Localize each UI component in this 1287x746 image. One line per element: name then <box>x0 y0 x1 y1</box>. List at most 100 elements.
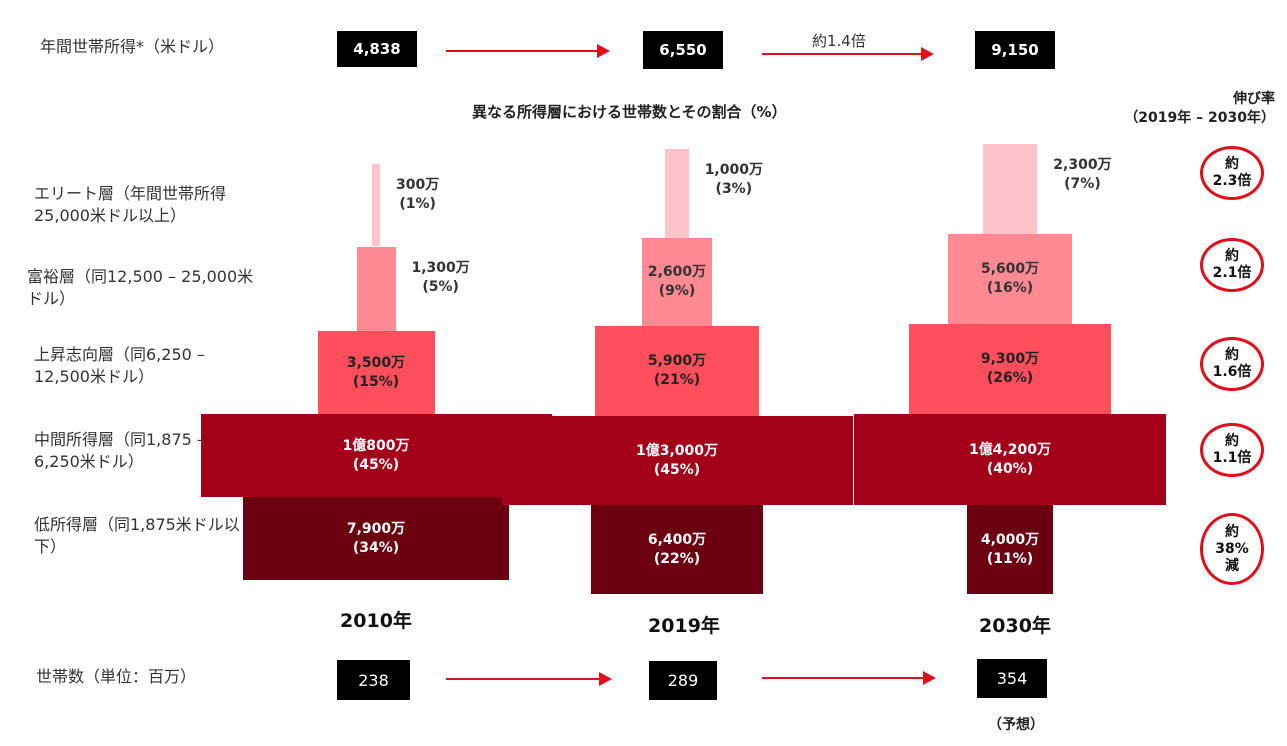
bar-2030年-level4: 4,000万 (11%) <box>967 505 1053 594</box>
growth-title-line2: （2019年 – 2030年） <box>1124 110 1275 126</box>
bar-value-label: 4,000万 <box>980 531 1040 548</box>
bar-percent-label: (22%) <box>653 550 701 567</box>
bar-percent-label: (21%) <box>653 372 701 388</box>
income-2030-box: 9,150 <box>975 31 1055 69</box>
bar-2030年-level1: 5,600万 (16%) <box>947 234 1073 324</box>
bar-value-label: 3,500万 <box>346 354 406 371</box>
bar-value-label: 300万 <box>396 177 440 193</box>
growth-circle-text: 38% <box>1215 540 1249 557</box>
bar-2030年-level0 <box>982 144 1038 234</box>
growth-circle-text: 約 <box>1225 523 1239 540</box>
bar-value-label: 6,400万 <box>647 531 707 548</box>
bar-outside-label-2010年-level0: 300万 (1%) <box>396 176 439 214</box>
growth-circle-2: 約 1.6倍 <box>1200 337 1264 391</box>
category-label-line: 富裕層（同12,500 – 25,000米 <box>27 267 254 286</box>
bar-2019年-level4: 6,400万 (22%) <box>591 505 763 594</box>
bar-2019年-level2: 5,900万 (21%) <box>595 326 759 416</box>
income-2019-box: 6,550 <box>643 31 723 69</box>
category-label-line: 12,500米ドル） <box>34 367 154 386</box>
households-2010-box: 238 <box>337 660 410 700</box>
growth-title-line1: 伸び率 <box>1233 91 1275 107</box>
bar-percent-label: (40%) <box>986 460 1034 477</box>
bar-value-label: 9,300万 <box>980 351 1040 367</box>
bar-2019年-level0 <box>665 149 689 238</box>
bar-2030年-level2: 9,300万 (26%) <box>908 324 1112 414</box>
growth-circle-4: 約 38% 減 <box>1200 513 1264 585</box>
bar-value-label: 2,600万 <box>647 264 707 280</box>
bar-percent-label: (9%) <box>658 283 696 299</box>
category-label-line: ドル） <box>27 289 76 308</box>
category-label-line: エリート層（年間世帯所得 <box>34 184 227 203</box>
chart-title: 異なる所得層における世帯数とその割合（%） <box>472 103 787 121</box>
growth-circle-text: 1.1倍 <box>1212 450 1252 466</box>
category-label-2: 上昇志向層（同6,250 – 12,500米ドル） <box>34 344 205 388</box>
bar-2010年-level2: 3,500万 (15%) <box>317 331 435 414</box>
bar-value-label: 1億3,000万 <box>635 442 719 459</box>
year-label-2010: 2010年 <box>340 610 412 632</box>
year-label-2030: 2030年 <box>979 615 1051 637</box>
category-label-4: 低所得層（同1,875米ドル以 下） <box>34 514 240 558</box>
year-label-2019: 2019年 <box>648 615 720 637</box>
households-2019-box: 289 <box>649 661 717 700</box>
category-label-3: 中間所得層（同1,875 – 6,250米ドル） <box>34 429 205 473</box>
bar-value-label: 1,000万 <box>704 162 763 178</box>
income-arrow-2 <box>762 47 934 61</box>
bar-value-label: 5,900万 <box>647 353 707 369</box>
bar-2010年-level3: 1億800万 (45%) <box>200 414 552 497</box>
bar-percent-label: (45%) <box>653 461 701 478</box>
bar-value-label: 5,600万 <box>980 261 1040 277</box>
bar-percent-label: (26%) <box>986 370 1034 386</box>
households-label: 世帯数（単位：百万） <box>36 667 197 686</box>
bar-2010年-level0 <box>372 164 380 246</box>
bar-value-label: 1億4,200万 <box>968 441 1052 458</box>
growth-circle-text: 約 <box>1225 433 1239 449</box>
growth-circle-text: 減 <box>1225 557 1239 574</box>
growth-header: 伸び率 （2019年 – 2030年） <box>1105 90 1275 128</box>
growth-circle-0: 約 2.3倍 <box>1200 146 1264 200</box>
category-label-line: 低所得層（同1,875米ドル以 <box>34 515 240 534</box>
growth-circle-text: 2.1倍 <box>1212 265 1252 281</box>
category-label-line: 下） <box>34 537 67 556</box>
bar-percent-label: (15%) <box>352 373 400 390</box>
bar-percent-label: (3%) <box>715 181 753 197</box>
growth-circle-text: 2.3倍 <box>1212 173 1252 189</box>
category-label-0: エリート層（年間世帯所得 25,000米ドル以上） <box>34 183 226 227</box>
bar-value-label: 7,900万 <box>346 520 406 537</box>
bar-outside-label-2010年-level1: 1,300万 (5%) <box>412 259 470 297</box>
category-label-1: 富裕層（同12,500 – 25,000米 ドル） <box>27 266 253 310</box>
households-arrow-1 <box>446 672 612 686</box>
bar-percent-label: (1%) <box>399 196 436 212</box>
bar-percent-label: (16%) <box>986 280 1034 296</box>
growth-circle-text: 1.6倍 <box>1212 364 1252 380</box>
income-2010-box: 4,838 <box>337 31 417 67</box>
bar-value-label: 1,300万 <box>411 260 470 276</box>
households-arrow-2 <box>762 671 936 685</box>
bar-outside-label-2030年-level0: 2,300万 (7%) <box>1053 156 1111 194</box>
bar-2019年-level3: 1億3,000万 (45%) <box>501 416 853 505</box>
growth-circle-text: 約 <box>1225 156 1239 172</box>
category-label-line: 25,000米ドル以上） <box>34 206 186 225</box>
bar-percent-label: (45%) <box>352 456 400 473</box>
bar-2019年-level1: 2,600万 (9%) <box>641 238 713 326</box>
category-label-line: 6,250米ドル） <box>34 452 144 471</box>
income-arrow-1 <box>446 44 610 58</box>
bar-percent-label: (7%) <box>1064 176 1101 192</box>
forecast-note: （予想） <box>988 717 1044 733</box>
growth-circle-text: 約 <box>1225 248 1239 264</box>
income-label: 年間世帯所得*（米ドル） <box>40 37 225 56</box>
bar-2030年-level3: 1億4,200万 (40%) <box>854 414 1166 505</box>
bar-outside-label-2019年-level0: 1,000万 (3%) <box>705 161 763 199</box>
growth-circle-3: 約 1.1倍 <box>1200 423 1264 477</box>
growth-circle-1: 約 2.1倍 <box>1200 238 1264 292</box>
bar-value-label: 2,300万 <box>1053 157 1112 173</box>
income-growth-label: 約1.4倍 <box>812 32 866 50</box>
bar-percent-label: (5%) <box>422 279 459 295</box>
bar-percent-label: (34%) <box>352 539 400 556</box>
growth-circle-text: 約 <box>1225 347 1239 363</box>
category-label-line: 中間所得層（同1,875 – <box>34 430 205 449</box>
bar-2010年-level4: 7,900万 (34%) <box>243 497 509 580</box>
bar-value-label: 1億800万 <box>342 437 410 454</box>
bar-2010年-level1 <box>356 247 396 331</box>
category-label-line: 上昇志向層（同6,250 – <box>34 345 205 364</box>
bar-percent-label: (11%) <box>986 550 1034 567</box>
